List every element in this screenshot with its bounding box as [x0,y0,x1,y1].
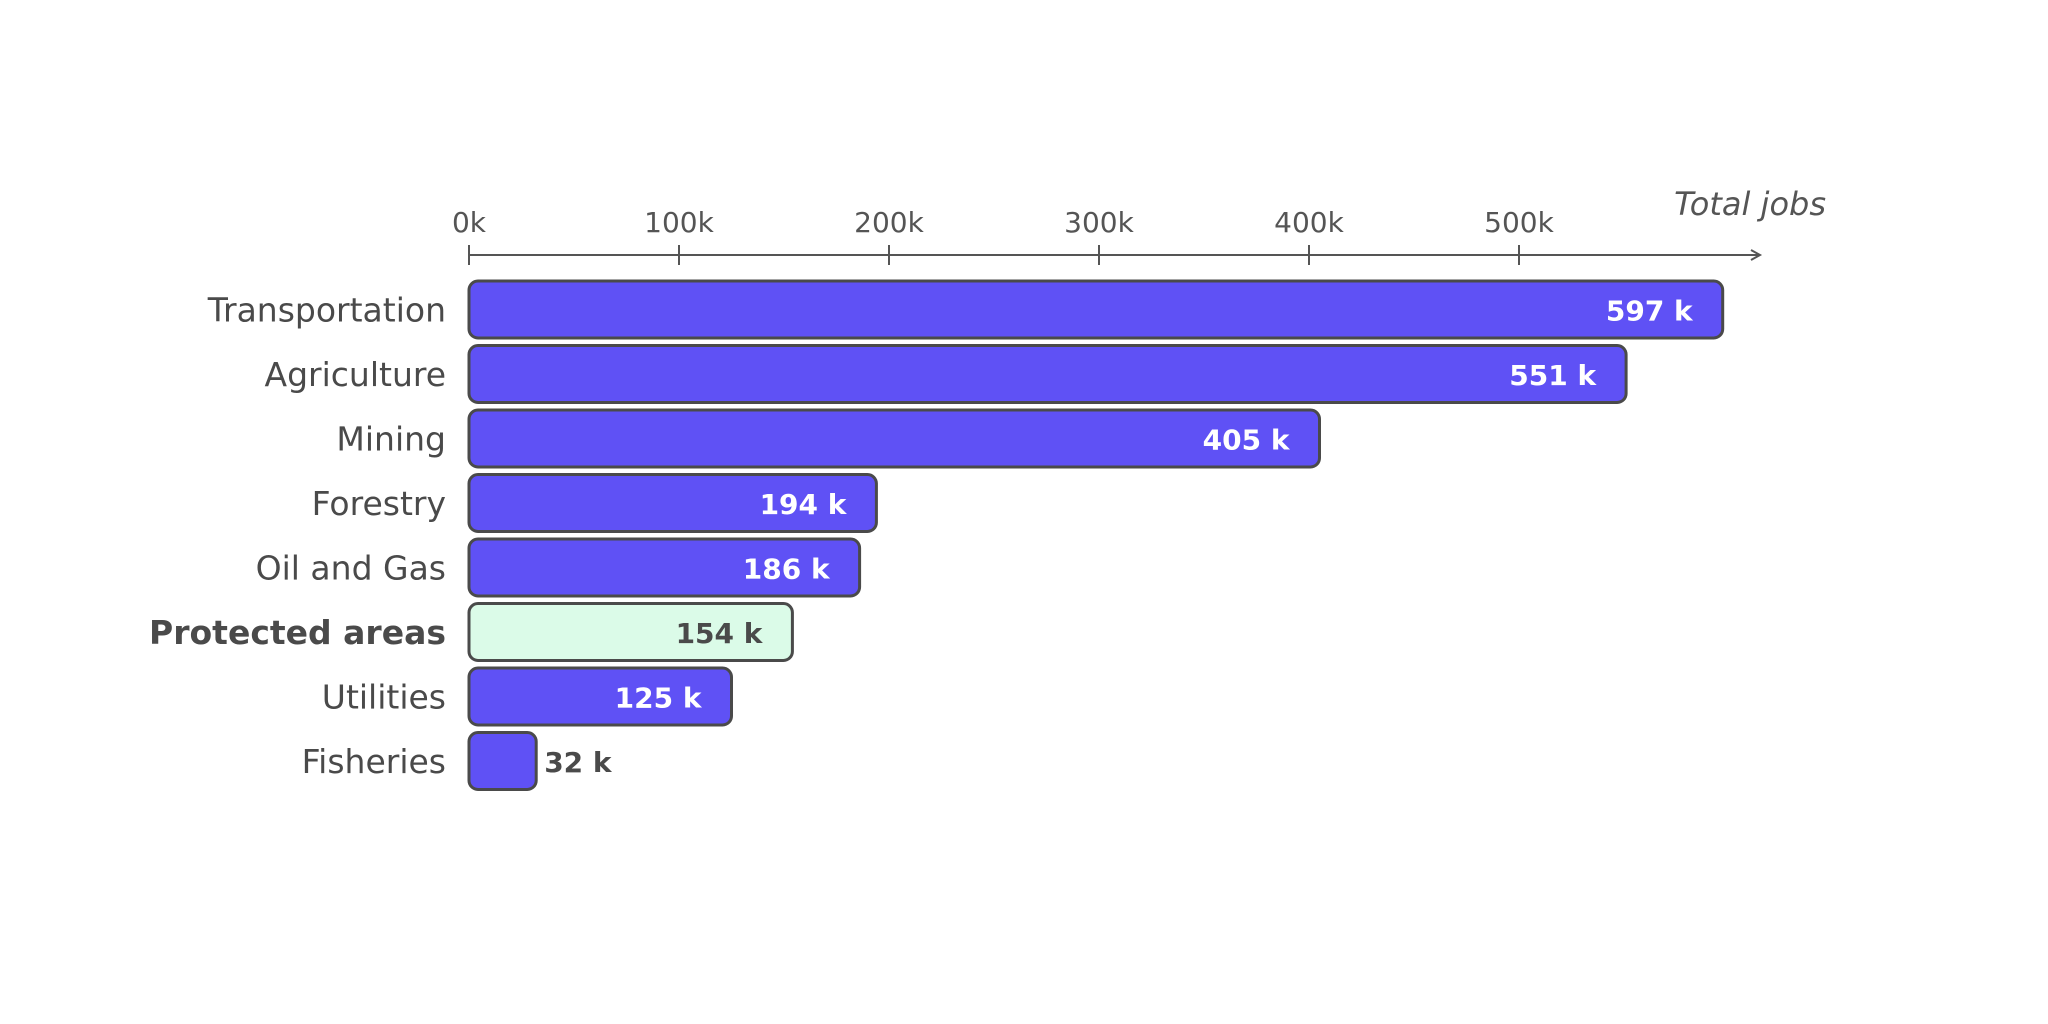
value-label: 405 k [1203,424,1291,457]
category-label: Transportation [207,291,446,330]
x-tick-label: 200k [854,206,924,239]
category-label: Fisheries [302,742,446,781]
x-axis-arrow [1750,249,1763,261]
x-axis: Total jobs [469,185,1826,261]
bars [467,279,1725,791]
bar-utilities [467,666,733,727]
bar-fisheries [467,731,538,791]
category-label: Agriculture [265,355,446,394]
value-label: 32 k [544,746,613,779]
bar-mining [467,408,1321,469]
x-axis-ticks: 0k 100k 200k 300k 400k 500k [452,206,1555,265]
value-label: 194 k [760,488,848,521]
bar-oil-and-gas [467,537,862,598]
x-tick-label: 400k [1274,206,1344,239]
bar-forestry [467,473,878,533]
category-label: Protected areas [149,613,446,652]
x-tick-label: 300k [1064,206,1134,239]
x-tick-label: 0k [452,206,487,239]
x-tick-label: 100k [644,206,714,239]
bar-transportation [467,279,1725,340]
category-label: Oil and Gas [256,549,446,588]
value-label: 186 k [743,553,831,586]
bar-agriculture [467,344,1628,404]
category-label: Forestry [312,484,446,523]
category-label: Utilities [322,678,446,717]
value-label: 154 k [676,617,764,650]
x-axis-title: Total jobs [1674,185,1826,223]
value-labels: 597 k 551 k 405 k 194 k 186 k 154 k 125 k32 k [544,295,1694,780]
value-label: 597 k [1606,295,1694,328]
value-label: 125 k [615,682,703,715]
category-label: Mining [336,420,446,459]
value-label: 551 k [1509,359,1597,392]
bar-protected-areas [467,602,794,662]
x-tick-label: 500k [1484,206,1554,239]
category-labels: Transportation Agriculture Mining Forestry O… [149,291,446,782]
